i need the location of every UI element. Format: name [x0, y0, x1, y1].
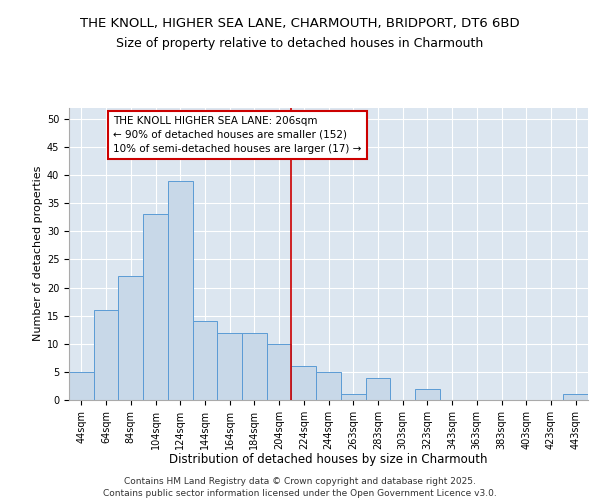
Bar: [267, 344, 292, 400]
Bar: [168, 180, 193, 400]
Bar: [94, 310, 118, 400]
Bar: [69, 372, 94, 400]
Bar: [118, 276, 143, 400]
Bar: [143, 214, 168, 400]
Bar: [365, 378, 390, 400]
Bar: [341, 394, 365, 400]
Text: Contains HM Land Registry data © Crown copyright and database right 2025.
Contai: Contains HM Land Registry data © Crown c…: [103, 476, 497, 498]
Y-axis label: Number of detached properties: Number of detached properties: [32, 166, 43, 342]
Bar: [316, 372, 341, 400]
Bar: [217, 332, 242, 400]
Text: THE KNOLL HIGHER SEA LANE: 206sqm
← 90% of detached houses are smaller (152)
10%: THE KNOLL HIGHER SEA LANE: 206sqm ← 90% …: [113, 116, 362, 154]
Bar: [242, 332, 267, 400]
Bar: [563, 394, 588, 400]
Text: Size of property relative to detached houses in Charmouth: Size of property relative to detached ho…: [116, 38, 484, 51]
X-axis label: Distribution of detached houses by size in Charmouth: Distribution of detached houses by size …: [169, 454, 488, 466]
Bar: [292, 366, 316, 400]
Bar: [193, 322, 217, 400]
Text: THE KNOLL, HIGHER SEA LANE, CHARMOUTH, BRIDPORT, DT6 6BD: THE KNOLL, HIGHER SEA LANE, CHARMOUTH, B…: [80, 18, 520, 30]
Bar: [415, 389, 440, 400]
